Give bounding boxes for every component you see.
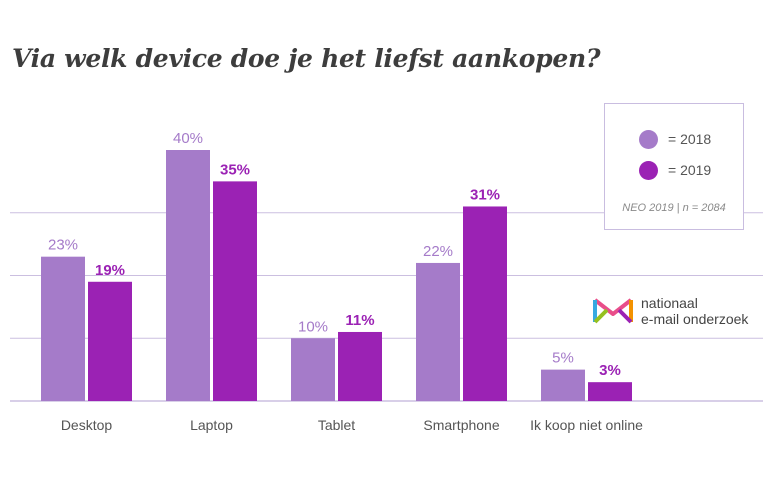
x-tick-label: Smartphone — [423, 417, 499, 433]
gridlines — [10, 212, 763, 402]
bar-2019 — [88, 281, 132, 401]
legend-item-2019: = 2019 — [639, 159, 711, 181]
x-tick-label: Desktop — [61, 417, 113, 433]
legend-label-2019: = 2019 — [668, 162, 712, 178]
legend-label-2018: = 2018 — [668, 131, 712, 147]
bar-2018 — [166, 150, 210, 401]
bar-2019 — [463, 206, 507, 401]
data-labels: 23% 19% 40% 35% 10% 11% 22% 31% 5% 3% — [48, 130, 621, 379]
x-tick-label: Ik koop niet online — [530, 417, 643, 433]
logo: nationaal e-mail onderzoek — [593, 295, 748, 327]
data-label: 19% — [95, 262, 125, 279]
legend-item-2018: = 2018 — [639, 128, 711, 150]
data-label: 31% — [470, 186, 500, 203]
bar-2018 — [541, 369, 585, 401]
data-label: 11% — [345, 312, 374, 329]
legend: = 2018 = 2019 NEO 2019 | n = 2084 — [604, 103, 744, 230]
data-label: 40% — [173, 130, 203, 147]
data-label: 3% — [599, 362, 621, 379]
data-label: 23% — [48, 237, 78, 254]
bar-2018 — [41, 256, 85, 401]
x-tick-label: Tablet — [318, 417, 355, 433]
data-label: 5% — [552, 350, 574, 367]
logo-text-line1: nationaal — [641, 295, 698, 311]
bar-2018 — [291, 338, 335, 401]
bar-2019 — [588, 382, 632, 401]
data-label: 35% — [220, 161, 250, 178]
bar-2018 — [416, 262, 460, 401]
data-label: 10% — [298, 318, 328, 335]
bars — [41, 150, 632, 401]
x-tick-label: Laptop — [190, 417, 233, 433]
chart-title: Via welk device doe je het liefst aankop… — [12, 44, 601, 73]
logo-text-line2: e-mail onderzoek — [641, 311, 749, 327]
source-note: NEO 2019 | n = 2084 — [622, 202, 726, 214]
legend-swatch-2018 — [639, 129, 658, 149]
x-tick-labels: Desktop Laptop Tablet Smartphone Ik koop nie… — [61, 417, 643, 433]
bar-2019 — [213, 181, 257, 401]
bar-2019 — [338, 331, 382, 401]
legend-swatch-2019 — [639, 160, 658, 180]
envelope-logo-icon — [593, 298, 633, 324]
data-label: 22% — [423, 243, 453, 260]
